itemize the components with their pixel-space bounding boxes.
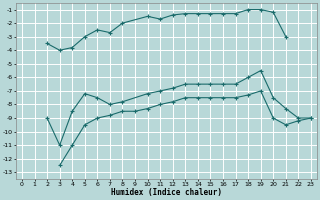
X-axis label: Humidex (Indice chaleur): Humidex (Indice chaleur) xyxy=(111,188,222,197)
